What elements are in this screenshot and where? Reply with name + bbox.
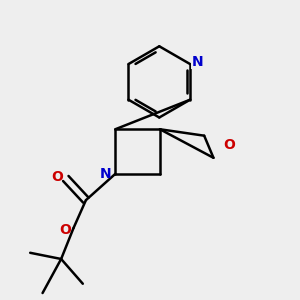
Text: N: N: [192, 55, 204, 69]
Text: O: O: [223, 138, 235, 152]
Text: O: O: [59, 224, 71, 238]
Text: O: O: [51, 170, 63, 184]
Text: N: N: [100, 167, 111, 181]
